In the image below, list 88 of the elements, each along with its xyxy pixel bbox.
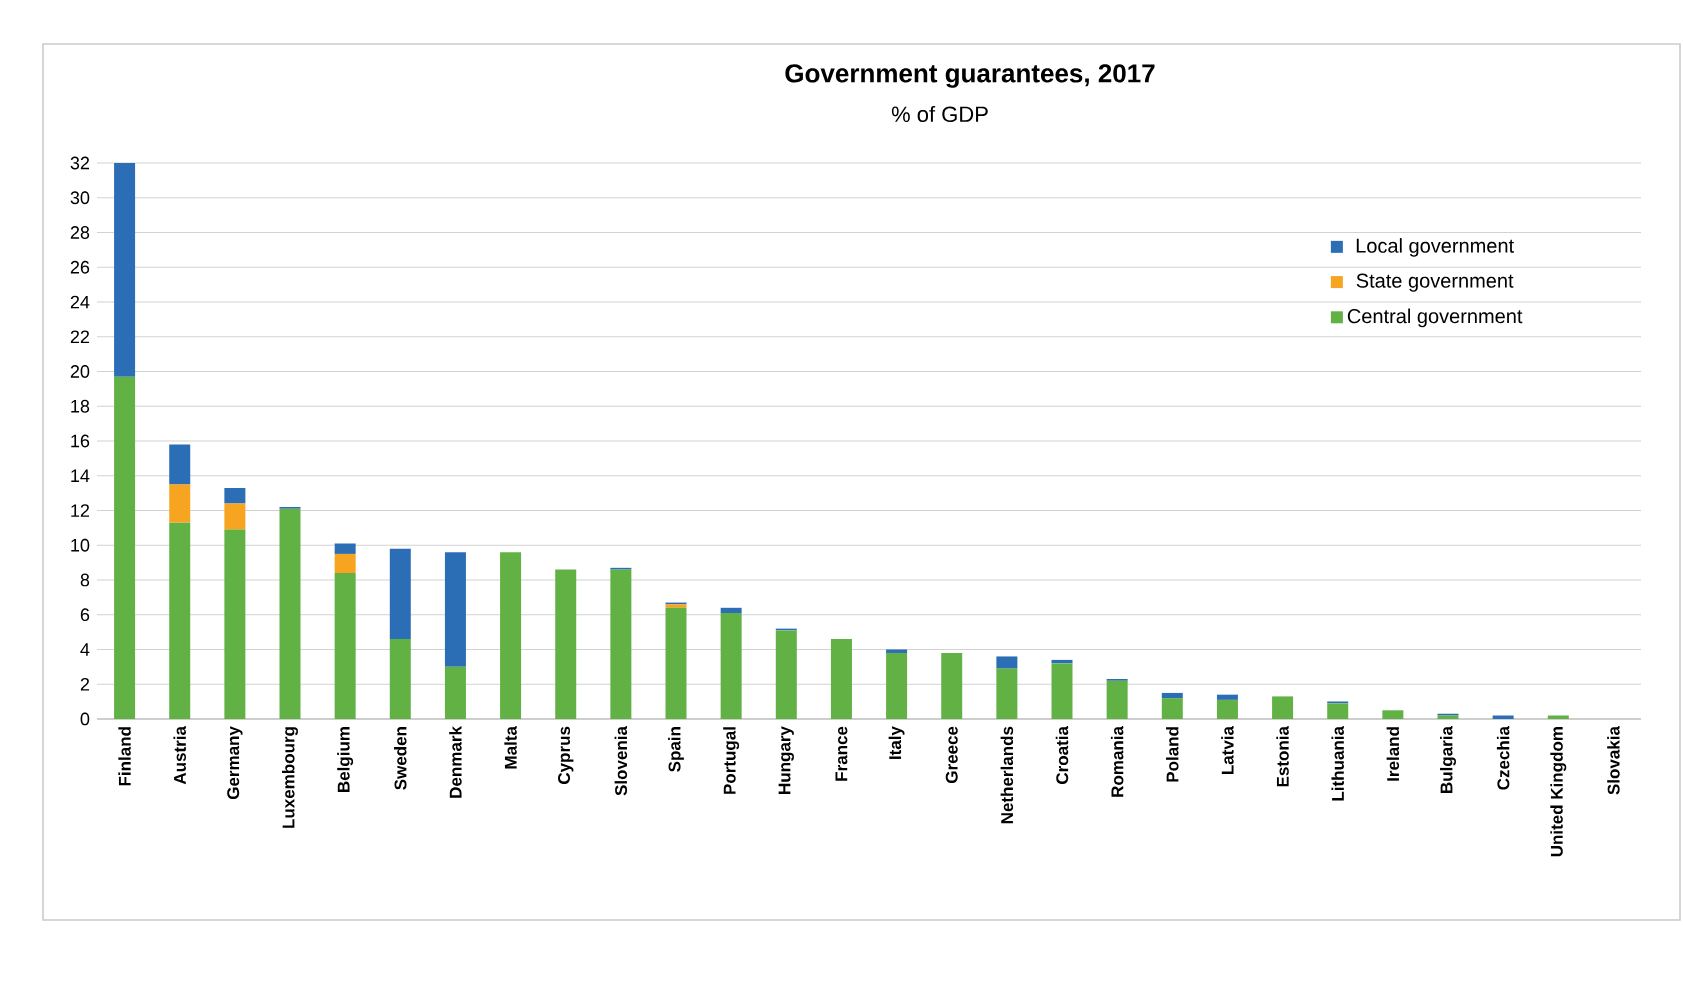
x-tick-label: Spain — [668, 727, 684, 772]
x-tick-label: Germany — [227, 726, 243, 800]
bar — [444, 666, 466, 719]
bar — [886, 652, 908, 719]
bar — [114, 376, 136, 719]
bar — [1382, 710, 1404, 719]
y-tick-label: 4 — [80, 643, 90, 656]
bar — [1161, 692, 1183, 699]
x-tick-label: Slovakia — [1607, 725, 1620, 795]
x-tick-label: Cyprus — [558, 726, 574, 784]
y-tick-label: 14 — [71, 469, 90, 482]
y-tick-label: 12 — [71, 504, 90, 517]
y-tick-label: 2 — [80, 677, 90, 691]
bar — [334, 543, 356, 554]
bar — [555, 569, 577, 719]
bar — [1272, 696, 1294, 719]
x-tick-label: France — [835, 726, 848, 781]
bar — [1216, 694, 1238, 700]
y-tick-label: 22 — [70, 330, 90, 344]
x-tick-label: Ireland — [1386, 727, 1400, 781]
bar — [1327, 703, 1349, 719]
bar — [720, 607, 742, 613]
x-tick-label: Malta — [504, 725, 517, 769]
bar — [224, 487, 246, 504]
bar — [334, 553, 356, 574]
y-tick-label: 8 — [80, 573, 90, 587]
bar — [444, 552, 466, 667]
x-tick-label: Lithuania — [1331, 725, 1344, 801]
x-tick-label: Hungary — [778, 726, 794, 794]
x-tick-label: Austria — [173, 725, 186, 785]
legend-label: Local government — [1356, 238, 1514, 257]
y-tick-label: 24 — [70, 295, 90, 309]
chart-title: Government guarantees, 2017 — [785, 64, 1155, 88]
x-tick-label: Bulgaria — [1440, 725, 1456, 793]
bar — [389, 639, 411, 719]
y-tick-label: 16 — [71, 434, 90, 448]
y-tick-label: 18 — [71, 399, 90, 413]
bar — [279, 508, 301, 719]
y-tick-label: 20 — [70, 365, 90, 378]
y-tick-label: 6 — [80, 608, 90, 622]
x-tick-label: Sweden — [394, 727, 407, 790]
bar — [996, 668, 1018, 719]
x-tick-label: Finland — [118, 727, 131, 786]
x-tick-label: Denmark — [449, 726, 462, 798]
bar — [610, 569, 632, 719]
y-tick-label: 32 — [70, 156, 90, 170]
bar — [775, 630, 797, 719]
legend-label: Central government — [1347, 308, 1523, 328]
bar — [389, 548, 411, 640]
bar — [169, 444, 191, 485]
bar — [886, 649, 908, 653]
bar — [1216, 699, 1238, 719]
x-tick-label: Slovenia — [614, 725, 628, 796]
bar — [665, 607, 687, 719]
x-tick-label: Portugal — [723, 727, 740, 794]
bar — [830, 639, 852, 719]
x-tick-label: Netherlands — [1000, 726, 1014, 824]
x-tick-label: Croatia — [1055, 725, 1069, 784]
bar — [720, 613, 742, 719]
bar — [1106, 680, 1128, 719]
bar — [1051, 663, 1073, 719]
x-tick-label: Latvia — [1221, 725, 1234, 775]
x-tick-label: Czechia — [1496, 725, 1510, 790]
y-tick-label: 28 — [70, 226, 90, 239]
x-tick-label: Poland — [1166, 727, 1179, 782]
bar — [224, 503, 246, 530]
x-tick-label: Greece — [945, 726, 958, 784]
bar — [1161, 698, 1183, 719]
bar — [941, 652, 963, 719]
bar — [500, 552, 522, 719]
x-tick-label: Estonia — [1276, 725, 1289, 787]
bar — [169, 522, 191, 719]
bar — [114, 163, 136, 377]
y-tick-label: 26 — [70, 260, 90, 274]
bar — [334, 573, 356, 719]
bar — [996, 656, 1018, 669]
legend-label: State government — [1356, 273, 1514, 292]
bar — [224, 529, 246, 719]
x-tick-label: Luxembourg — [282, 727, 298, 828]
chart-subtitle: % of GDP — [891, 105, 988, 123]
bar — [169, 484, 191, 523]
y-tick-label: 10 — [71, 538, 90, 552]
x-tick-label: Belgium — [337, 727, 354, 792]
x-tick-label: United Kingdom — [1550, 727, 1567, 857]
y-tick-label: 30 — [70, 191, 90, 205]
x-tick-label: Romania — [1110, 725, 1124, 797]
x-tick-label: Italy — [888, 726, 905, 759]
y-tick-label: 0 — [80, 712, 90, 726]
